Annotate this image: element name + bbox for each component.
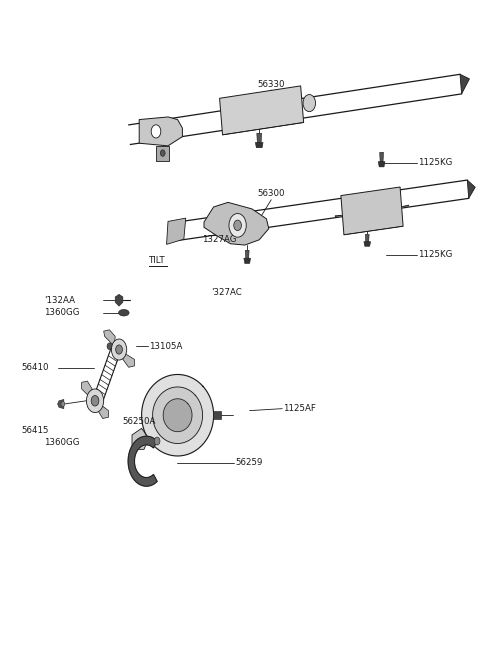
Polygon shape bbox=[139, 117, 182, 146]
Text: 13105A: 13105A bbox=[149, 342, 182, 351]
Polygon shape bbox=[380, 152, 384, 162]
Polygon shape bbox=[335, 215, 342, 217]
Polygon shape bbox=[341, 187, 403, 235]
Polygon shape bbox=[123, 353, 134, 367]
Polygon shape bbox=[257, 133, 262, 143]
Polygon shape bbox=[364, 242, 371, 246]
Circle shape bbox=[303, 95, 315, 112]
Circle shape bbox=[234, 220, 241, 231]
Polygon shape bbox=[244, 258, 251, 263]
Polygon shape bbox=[365, 235, 369, 242]
Polygon shape bbox=[98, 404, 108, 419]
Text: 1125AF: 1125AF bbox=[283, 404, 316, 413]
Text: 56259: 56259 bbox=[235, 458, 263, 467]
Polygon shape bbox=[132, 428, 149, 449]
Text: TILT: TILT bbox=[149, 256, 166, 265]
Polygon shape bbox=[153, 387, 203, 443]
Text: 56410: 56410 bbox=[22, 363, 49, 373]
Circle shape bbox=[154, 437, 160, 445]
Polygon shape bbox=[142, 374, 214, 456]
Text: 56300: 56300 bbox=[257, 189, 285, 198]
Polygon shape bbox=[204, 202, 269, 245]
Polygon shape bbox=[58, 399, 64, 409]
Text: 1125KG: 1125KG bbox=[418, 158, 452, 168]
Text: 56250A: 56250A bbox=[122, 417, 156, 426]
Circle shape bbox=[229, 214, 246, 237]
Polygon shape bbox=[402, 205, 409, 206]
Circle shape bbox=[91, 396, 99, 406]
Polygon shape bbox=[378, 162, 385, 167]
Polygon shape bbox=[255, 143, 263, 148]
Text: 1327AG: 1327AG bbox=[202, 235, 236, 244]
Text: 1125KG: 1125KG bbox=[418, 250, 452, 260]
Circle shape bbox=[111, 339, 127, 360]
Polygon shape bbox=[219, 86, 304, 135]
Polygon shape bbox=[468, 180, 475, 198]
Text: '132AA: '132AA bbox=[44, 296, 75, 305]
Polygon shape bbox=[128, 436, 157, 486]
Text: 1360GG: 1360GG bbox=[44, 308, 80, 317]
Circle shape bbox=[116, 345, 122, 354]
Circle shape bbox=[107, 343, 112, 350]
Text: 56330: 56330 bbox=[257, 79, 285, 89]
Polygon shape bbox=[115, 294, 123, 306]
Polygon shape bbox=[460, 74, 469, 94]
Polygon shape bbox=[245, 250, 249, 258]
Text: '327AC: '327AC bbox=[211, 288, 242, 297]
Polygon shape bbox=[104, 330, 115, 346]
Polygon shape bbox=[163, 399, 192, 432]
Ellipse shape bbox=[119, 309, 129, 316]
Polygon shape bbox=[82, 381, 92, 397]
Circle shape bbox=[151, 125, 161, 138]
Circle shape bbox=[86, 389, 104, 413]
Text: 56415: 56415 bbox=[22, 426, 49, 435]
Bar bbox=[213, 411, 221, 419]
Polygon shape bbox=[167, 218, 186, 244]
Circle shape bbox=[61, 401, 65, 407]
Polygon shape bbox=[156, 146, 169, 161]
Circle shape bbox=[160, 150, 165, 156]
Text: 1360GG: 1360GG bbox=[44, 438, 80, 447]
